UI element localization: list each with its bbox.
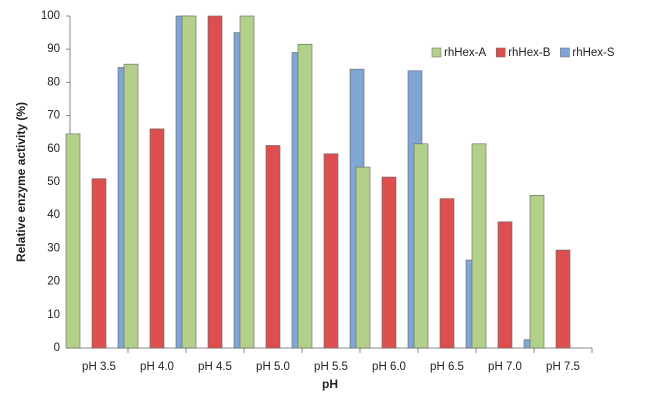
bar: [149, 128, 165, 349]
legend-label: rhHex-B: [508, 47, 551, 59]
legend-swatch: [495, 47, 506, 58]
bar: [439, 198, 455, 349]
bar: [239, 15, 255, 349]
bar: [123, 63, 139, 349]
bar: [497, 221, 513, 349]
x-tick-label: pH 7.5: [546, 361, 580, 373]
bar: [91, 178, 107, 349]
y-tick-label: 70: [47, 110, 60, 122]
bar: [65, 133, 81, 349]
y-tick-label: 30: [47, 242, 60, 254]
bar: [413, 143, 429, 349]
x-tick-label: pH 6.0: [372, 361, 406, 373]
legend-swatch: [560, 47, 570, 58]
x-axis-title: pH: [322, 377, 338, 391]
bar: [555, 249, 571, 349]
y-tick-label: 40: [47, 209, 60, 221]
x-tick-label: pH 6.5: [430, 361, 464, 373]
y-tick-label: 80: [47, 76, 60, 88]
bar: [207, 15, 223, 349]
bar: [381, 176, 397, 349]
bar: [529, 194, 545, 349]
y-tick-label: 0: [54, 342, 60, 354]
y-tick-label: 20: [47, 276, 60, 288]
bar: [471, 143, 487, 349]
bar: [265, 145, 281, 349]
x-tick-label: pH 4.5: [198, 361, 232, 373]
x-tick-label: pH 5.0: [256, 361, 290, 373]
legend-swatch: [431, 47, 442, 58]
bar: [323, 153, 339, 349]
y-axis-title: Relative enzyme activity (%): [14, 102, 28, 262]
bar: [355, 166, 371, 349]
x-tick-label: pH 4.0: [140, 361, 174, 373]
x-tick-label: pH 7.0: [488, 361, 522, 373]
x-tick-label: pH 5.5: [314, 361, 348, 373]
legend-label: rhHex-S: [572, 47, 615, 59]
y-tick-label: 60: [47, 143, 60, 155]
y-tick-label: 10: [47, 309, 60, 321]
legend-label: rhHex-A: [444, 47, 487, 59]
y-tick-label: 90: [47, 43, 60, 55]
x-tick-label: pH 3.5: [82, 361, 116, 373]
y-tick-label: 100: [41, 10, 60, 22]
y-tick-label: 50: [47, 176, 60, 188]
bar: [297, 43, 313, 349]
bar: [181, 15, 197, 349]
